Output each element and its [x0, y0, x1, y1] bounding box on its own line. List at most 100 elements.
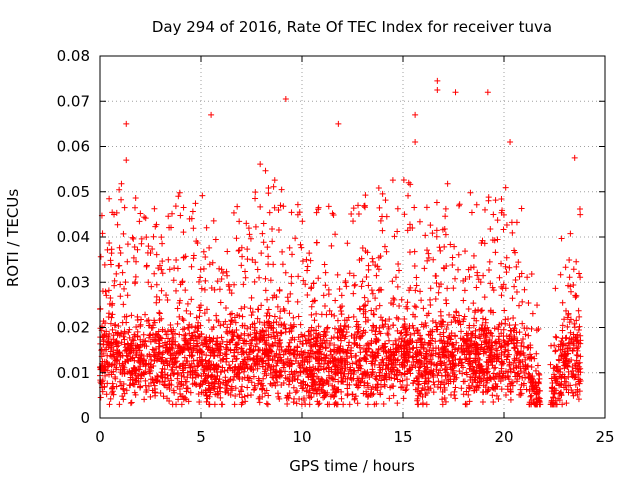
data-point	[567, 316, 574, 323]
data-point	[353, 360, 360, 367]
data-point	[186, 340, 193, 347]
data-point	[284, 294, 291, 301]
data-point	[452, 395, 459, 402]
data-point	[134, 342, 141, 349]
data-point	[418, 352, 425, 359]
data-point	[362, 301, 369, 308]
data-point	[388, 299, 395, 306]
data-point	[460, 342, 467, 349]
data-point	[240, 281, 247, 288]
data-point	[573, 338, 580, 345]
data-point	[566, 274, 573, 281]
data-point	[440, 329, 447, 336]
data-point	[315, 275, 322, 282]
data-point	[533, 350, 540, 357]
data-point	[181, 325, 188, 332]
data-point	[405, 192, 412, 199]
data-point	[250, 386, 257, 393]
data-point	[178, 372, 185, 379]
data-point	[381, 381, 388, 388]
data-point	[419, 372, 426, 379]
data-point	[329, 375, 336, 382]
data-point	[409, 345, 416, 352]
data-point	[183, 337, 190, 344]
data-point	[242, 364, 249, 371]
data-point	[294, 201, 301, 208]
data-point	[181, 354, 188, 361]
data-point	[364, 380, 371, 387]
data-point	[317, 350, 324, 357]
data-point	[164, 328, 171, 335]
data-point	[512, 345, 519, 352]
data-point	[284, 355, 291, 362]
y-tick-label: 0.07	[57, 92, 90, 110]
data-point	[239, 376, 246, 383]
data-point	[427, 328, 434, 335]
data-point	[352, 281, 359, 288]
data-point	[491, 325, 498, 332]
data-point	[165, 213, 172, 220]
data-point	[225, 390, 232, 397]
data-point	[383, 248, 390, 255]
data-point	[275, 227, 282, 234]
data-point	[202, 337, 209, 344]
data-point	[259, 385, 266, 392]
data-point	[197, 274, 204, 281]
data-point	[123, 313, 130, 320]
data-point	[575, 307, 582, 314]
data-point	[472, 355, 479, 362]
data-point	[273, 362, 280, 369]
data-point	[245, 356, 252, 363]
data-point	[500, 326, 507, 333]
data-point	[262, 287, 269, 294]
data-point	[165, 335, 172, 342]
data-point	[370, 311, 377, 318]
data-point	[504, 353, 511, 360]
data-point	[511, 247, 518, 254]
data-point	[137, 383, 144, 390]
data-point	[214, 335, 221, 342]
data-point	[151, 337, 158, 344]
data-point	[334, 344, 341, 351]
data-point	[288, 273, 295, 280]
data-point	[200, 248, 207, 255]
data-point	[499, 207, 506, 214]
data-point	[307, 336, 314, 343]
data-point	[348, 354, 355, 361]
data-point	[280, 203, 287, 210]
data-point	[477, 335, 484, 342]
data-point	[508, 219, 515, 226]
data-point	[307, 342, 314, 349]
data-point	[439, 388, 446, 395]
data-point	[376, 286, 383, 293]
data-point	[306, 368, 313, 375]
data-point	[364, 351, 371, 358]
data-point	[217, 384, 224, 391]
data-point	[355, 211, 362, 218]
data-point	[188, 323, 195, 330]
data-point	[576, 205, 583, 212]
data-point	[300, 277, 307, 284]
y-tick-label: 0.06	[57, 138, 90, 156]
data-point	[373, 305, 380, 312]
data-point	[374, 381, 381, 388]
data-point	[365, 317, 372, 324]
data-point	[434, 77, 441, 84]
data-point	[535, 378, 542, 385]
data-point	[569, 390, 576, 397]
data-point	[138, 372, 145, 379]
data-point	[300, 379, 307, 386]
data-point	[212, 236, 219, 243]
data-point	[437, 367, 444, 374]
data-point	[121, 330, 128, 337]
data-point	[394, 346, 401, 353]
data-point	[456, 201, 463, 208]
data-point	[131, 244, 138, 251]
data-point	[428, 351, 435, 358]
data-point	[563, 307, 570, 314]
data-point	[404, 340, 411, 347]
data-point	[335, 120, 342, 127]
data-point	[189, 208, 196, 215]
data-point	[241, 340, 248, 347]
data-point	[359, 278, 366, 285]
